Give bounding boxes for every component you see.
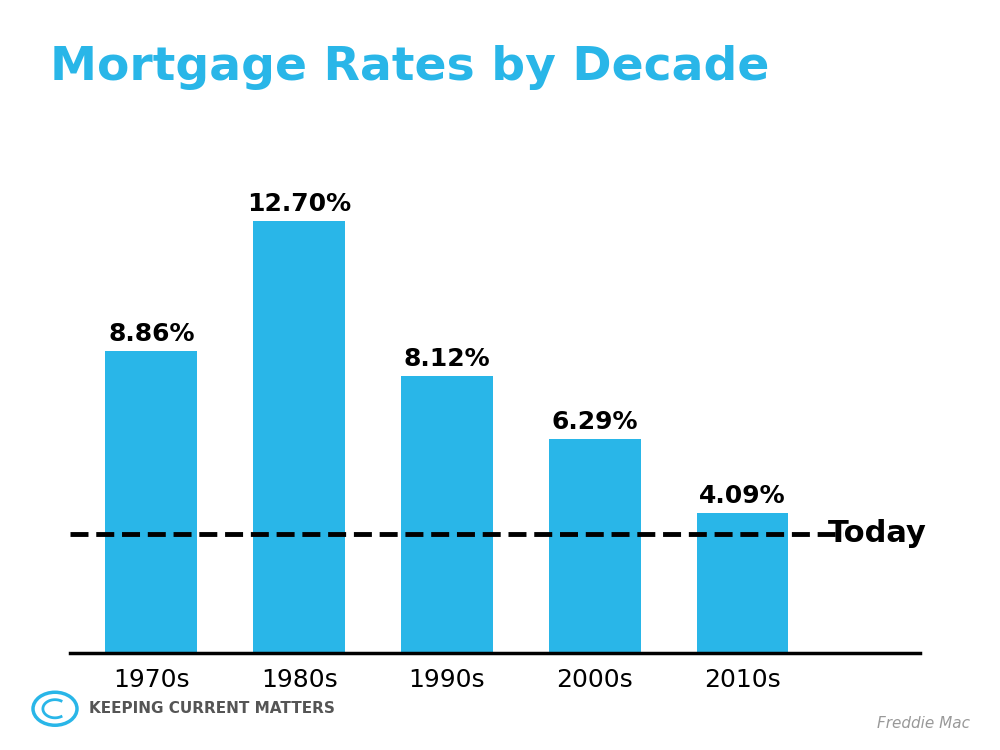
Text: Today: Today (828, 519, 927, 548)
Bar (549, 439, 641, 652)
Text: KEEPING CURRENT MATTERS: KEEPING CURRENT MATTERS (89, 701, 335, 716)
Text: Freddie Mac: Freddie Mac (877, 716, 970, 731)
Text: 4.09%: 4.09% (699, 484, 786, 508)
Bar (401, 376, 493, 652)
Text: 12.70%: 12.70% (247, 191, 351, 215)
Text: 8.86%: 8.86% (108, 322, 195, 346)
Text: 8.12%: 8.12% (404, 347, 490, 371)
Text: 6.29%: 6.29% (552, 410, 638, 434)
Text: Mortgage Rates by Decade: Mortgage Rates by Decade (50, 45, 769, 90)
Bar (253, 220, 345, 652)
Bar (105, 351, 197, 652)
Bar (697, 514, 788, 652)
